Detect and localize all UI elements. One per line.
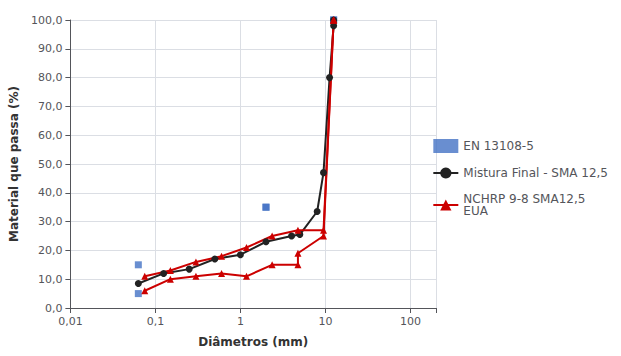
svg-text:EN 13108-5: EN 13108-5 <box>463 139 534 153</box>
svg-text:10: 10 <box>318 315 332 328</box>
svg-text:1: 1 <box>237 315 244 328</box>
svg-text:EUA: EUA <box>463 204 488 218</box>
svg-text:0,1: 0,1 <box>147 315 165 328</box>
svg-text:Mistura Final - SMA 12,5: Mistura Final - SMA 12,5 <box>463 166 608 180</box>
svg-text:100,0: 100,0 <box>31 14 63 27</box>
svg-text:50,0: 50,0 <box>38 158 63 171</box>
svg-text:Material que passa (%): Material que passa (%) <box>7 86 21 242</box>
svg-text:80,0: 80,0 <box>38 71 63 84</box>
svg-text:40,0: 40,0 <box>38 186 63 199</box>
svg-text:30,0: 30,0 <box>38 215 63 228</box>
svg-text:0,0: 0,0 <box>45 302 63 315</box>
svg-text:90,0: 90,0 <box>38 42 63 55</box>
svg-text:60,0: 60,0 <box>38 129 63 142</box>
svg-text:100: 100 <box>400 315 421 328</box>
svg-text:0,01: 0,01 <box>58 315 83 328</box>
svg-text:Diâmetros (mm): Diâmetros (mm) <box>198 335 308 349</box>
svg-text:10,0: 10,0 <box>38 273 63 286</box>
svg-text:NCHRP 9-8 SMA12,5: NCHRP 9-8 SMA12,5 <box>463 192 586 206</box>
svg-text:20,0: 20,0 <box>38 244 63 257</box>
svg-text:70,0: 70,0 <box>38 100 63 113</box>
